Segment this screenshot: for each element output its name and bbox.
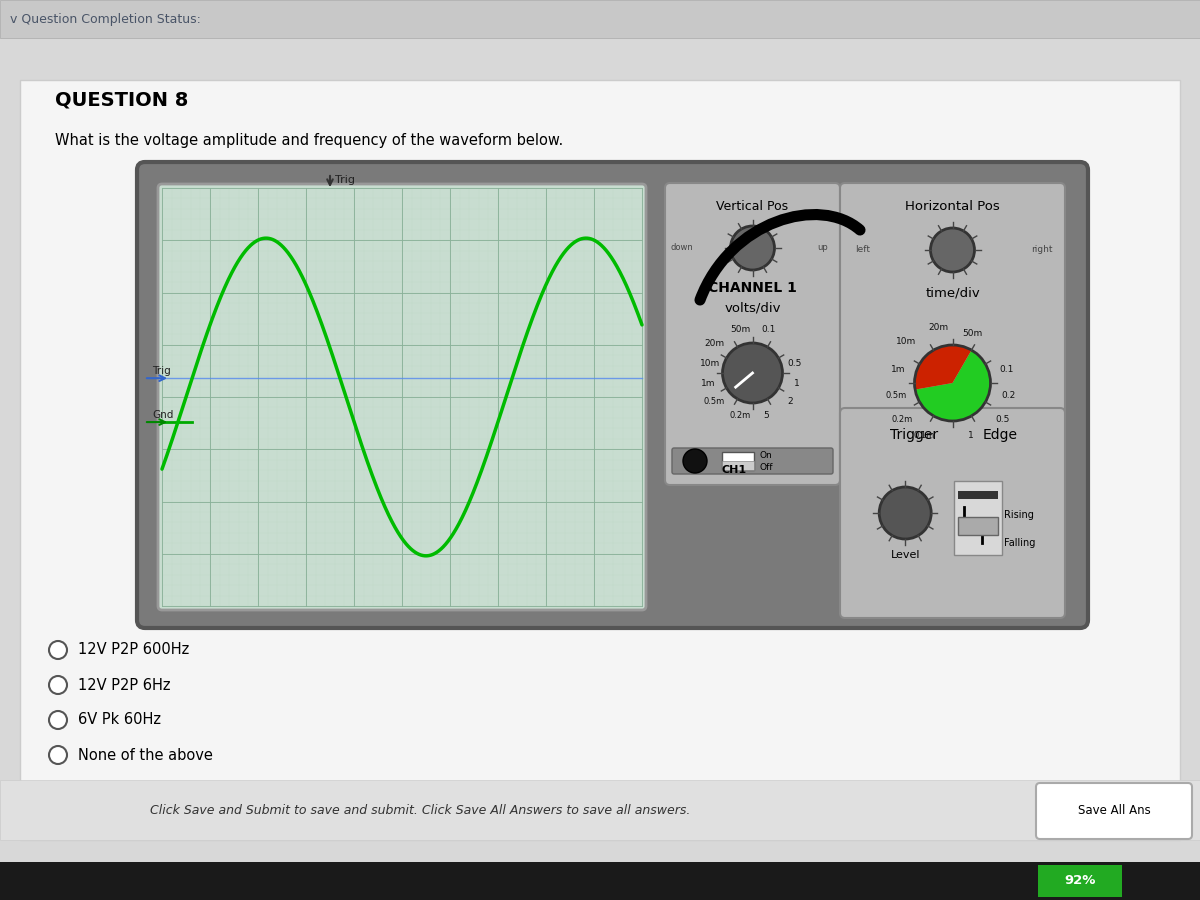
Text: Level: Level <box>890 550 920 560</box>
Text: Trigger: Trigger <box>889 428 938 442</box>
Text: 6V Pk 60Hz: 6V Pk 60Hz <box>78 713 161 727</box>
Circle shape <box>731 226 774 270</box>
Text: Save All Ans: Save All Ans <box>1078 805 1151 817</box>
Text: Vertical Pos: Vertical Pos <box>716 200 788 212</box>
Text: v Question Completion Status:: v Question Completion Status: <box>10 13 200 25</box>
Text: Off: Off <box>760 463 774 472</box>
FancyBboxPatch shape <box>137 162 1088 628</box>
FancyBboxPatch shape <box>20 80 1180 840</box>
Circle shape <box>49 676 67 694</box>
Text: 50m: 50m <box>731 325 751 334</box>
FancyBboxPatch shape <box>665 183 840 485</box>
Text: 2: 2 <box>787 397 793 406</box>
Bar <box>959 491 998 499</box>
Circle shape <box>49 711 67 729</box>
Bar <box>0 862 1200 900</box>
Text: right: right <box>1031 246 1052 255</box>
Text: 5: 5 <box>763 410 769 419</box>
Text: 0.5m: 0.5m <box>886 391 907 400</box>
Text: 50m: 50m <box>962 328 983 338</box>
FancyBboxPatch shape <box>1036 783 1192 839</box>
Text: 10m: 10m <box>896 337 917 346</box>
Text: 0.1: 0.1 <box>1000 364 1014 373</box>
Text: CH1: CH1 <box>722 465 748 475</box>
Text: Trig: Trig <box>152 366 170 376</box>
Text: 0.1m: 0.1m <box>914 430 935 439</box>
Text: 0.5: 0.5 <box>787 358 802 367</box>
Text: 0.2m: 0.2m <box>730 410 751 419</box>
FancyBboxPatch shape <box>840 183 1066 478</box>
Text: Edge: Edge <box>983 428 1018 442</box>
Text: Trig: Trig <box>335 175 355 185</box>
Text: 0.1: 0.1 <box>761 325 775 334</box>
Text: up: up <box>817 244 828 253</box>
Text: Gnd: Gnd <box>152 410 173 420</box>
Text: 10m: 10m <box>701 358 721 367</box>
Text: 92%: 92% <box>1064 875 1096 887</box>
FancyBboxPatch shape <box>1038 865 1122 897</box>
Circle shape <box>49 746 67 764</box>
FancyBboxPatch shape <box>672 448 833 474</box>
Text: 0.2: 0.2 <box>1001 391 1015 400</box>
Text: 20m: 20m <box>929 323 948 332</box>
Text: volts/div: volts/div <box>725 302 781 314</box>
Text: Falling: Falling <box>1004 538 1036 548</box>
Bar <box>0 0 1200 38</box>
Text: time/div: time/div <box>925 286 980 300</box>
Text: QUESTION 8: QUESTION 8 <box>55 91 188 110</box>
Circle shape <box>880 487 931 539</box>
Text: Click Save and Submit to save and submit. Click Save All Answers to save all ans: Click Save and Submit to save and submit… <box>150 804 690 816</box>
Text: 20m: 20m <box>704 338 725 347</box>
Circle shape <box>49 641 67 659</box>
FancyBboxPatch shape <box>158 184 646 610</box>
FancyBboxPatch shape <box>954 481 1002 555</box>
Bar <box>0 780 1200 840</box>
Text: 0.2m: 0.2m <box>892 415 913 424</box>
Text: 12V P2P 6Hz: 12V P2P 6Hz <box>78 678 170 692</box>
Text: left: left <box>856 246 870 255</box>
Circle shape <box>930 228 974 272</box>
Text: 0.5: 0.5 <box>995 415 1009 424</box>
Text: 1m: 1m <box>701 379 715 388</box>
Bar <box>722 452 754 470</box>
Text: 1: 1 <box>793 379 799 388</box>
FancyBboxPatch shape <box>840 408 1066 618</box>
Text: 1m: 1m <box>892 364 906 373</box>
Text: Horizontal Pos: Horizontal Pos <box>905 200 1000 212</box>
Text: down: down <box>671 244 694 253</box>
Text: 0.5m: 0.5m <box>704 397 725 406</box>
Text: CHANNEL 1: CHANNEL 1 <box>708 281 797 295</box>
Circle shape <box>722 343 782 403</box>
Circle shape <box>683 449 707 473</box>
Text: None of the above: None of the above <box>78 748 212 762</box>
Text: On: On <box>760 452 773 461</box>
Text: 1: 1 <box>967 430 973 439</box>
Text: What is the voltage amplitude and frequency of the waveform below.: What is the voltage amplitude and freque… <box>55 132 563 148</box>
Bar <box>959 517 998 535</box>
Text: 12V P2P 600Hz: 12V P2P 600Hz <box>78 643 190 658</box>
Wedge shape <box>914 345 972 390</box>
Bar <box>722 461 754 470</box>
Text: Rising: Rising <box>1004 510 1034 520</box>
Wedge shape <box>916 350 990 421</box>
